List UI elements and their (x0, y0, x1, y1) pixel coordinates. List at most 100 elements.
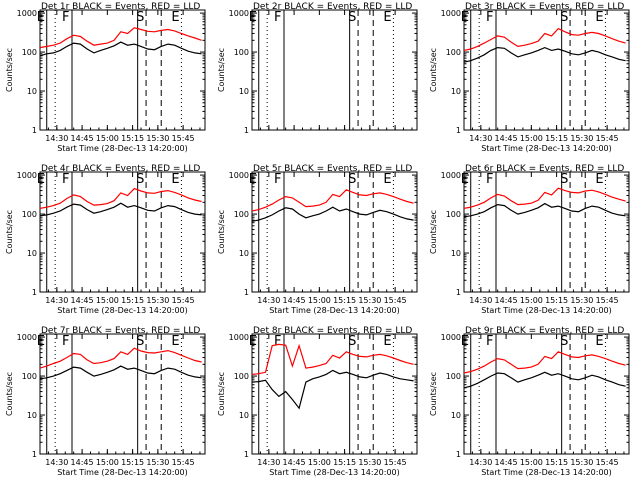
marker-label: E (171, 334, 179, 349)
events-series-line (39, 202, 202, 217)
x-tick-label: 14:30 (45, 134, 68, 143)
marker-label: S (348, 10, 356, 25)
marker-label: E (171, 172, 179, 187)
x-tick-label: 15:15 (121, 458, 144, 467)
y-tick-label: 10 (27, 87, 37, 96)
x-tick-label: 15:45 (172, 296, 195, 305)
plot-frame (39, 171, 206, 293)
y-tick-label: 100 (446, 210, 461, 219)
y-tick-label: 1000 (229, 333, 249, 342)
marker-label: S (348, 334, 356, 349)
plot-frame (39, 9, 206, 131)
x-tick-label: 15:30 (146, 134, 169, 143)
x-tick-label: 14:45 (283, 296, 306, 305)
y-axis-label: Counts/sec (5, 210, 14, 254)
marker-label: F (486, 172, 493, 187)
x-tick-label: 15:00 (96, 296, 119, 305)
x-tick-label: 14:45 (495, 296, 518, 305)
y-axis-label: Counts/sec (217, 210, 226, 254)
events-series-line (251, 369, 414, 410)
x-tick-label: 15:45 (172, 134, 195, 143)
marker-label: S (560, 334, 568, 349)
x-tick-label: 15:00 (520, 458, 543, 467)
marker-label: S (136, 172, 144, 187)
y-axis-label: Counts/sec (5, 372, 14, 416)
y-tick-label: 10 (451, 87, 461, 96)
panel-title: Det 1r BLACK = Events, RED = LLD (41, 2, 200, 12)
y-tick-label: 1000 (441, 9, 461, 18)
x-tick-label: 15:45 (596, 458, 619, 467)
y-tick-label: 1000 (441, 333, 461, 342)
y-tick-label: 100 (234, 48, 249, 57)
marker-label: E (595, 172, 603, 187)
plot-frame (251, 9, 418, 131)
x-tick-label: 14:45 (495, 134, 518, 143)
x-axis-label: Start Time (28-Dec-13 14:20:00) (57, 468, 188, 477)
x-tick-label: 15:30 (146, 296, 169, 305)
marker-label: F (62, 334, 69, 349)
x-tick-label: 15:15 (545, 296, 568, 305)
y-tick-label: 100 (22, 372, 37, 381)
y-tick-label: 10 (27, 411, 37, 420)
x-tick-label: 14:30 (45, 296, 68, 305)
plot-frame (463, 333, 630, 455)
x-tick-label: 15:45 (172, 458, 195, 467)
x-axis-label: Start Time (28-Dec-13 14:20:00) (269, 468, 400, 477)
x-tick-label: 15:30 (358, 296, 381, 305)
panel-det-4r: Det 4r BLACK = Events, RED = LLD 1 10 100 10… (5, 164, 206, 315)
x-tick-label: 14:30 (257, 296, 280, 305)
y-tick-label: 1 (32, 288, 37, 297)
x-tick-label: 15:15 (121, 296, 144, 305)
marker-label: F (274, 334, 281, 349)
y-tick-label: 1000 (229, 171, 249, 180)
y-tick-label: 10 (239, 87, 249, 96)
y-tick-label: 100 (446, 372, 461, 381)
events-series-line (251, 206, 414, 222)
x-tick-label: 14:30 (469, 134, 492, 143)
panel-det-2r: Det 2r BLACK = Events, RED = LLD 1 10 100 10… (217, 2, 418, 135)
x-axis-label: Start Time (28-Dec-13 14:20:00) (57, 306, 188, 315)
marker-label: F (274, 10, 281, 25)
x-tick-label: 15:00 (96, 458, 119, 467)
x-tick-label: 15:00 (520, 296, 543, 305)
x-tick-label: 14:45 (71, 296, 94, 305)
y-axis-label: Counts/sec (429, 372, 438, 416)
y-tick-label: 1 (456, 450, 461, 459)
lld-series-line (251, 189, 414, 212)
y-axis-label: Counts/sec (217, 48, 226, 92)
y-tick-label: 1 (456, 126, 461, 135)
marker-label: E (383, 172, 391, 187)
x-tick-label: 15:30 (358, 458, 381, 467)
x-tick-label: 15:00 (520, 134, 543, 143)
lld-series-line (463, 27, 626, 51)
panel-title: Det 3r BLACK = Events, RED = LLD (465, 2, 624, 12)
y-axis-label: Counts/sec (217, 372, 226, 416)
marker-label: S (560, 10, 568, 25)
y-tick-label: 1000 (441, 171, 461, 180)
y-tick-label: 10 (239, 411, 249, 420)
x-tick-label: 14:45 (71, 458, 94, 467)
x-tick-label: 15:30 (146, 458, 169, 467)
marker-label: E (595, 10, 603, 25)
x-axis-label: Start Time (28-Dec-13 14:20:00) (481, 144, 612, 153)
panel-title: Det 6r BLACK = Events, RED = LLD (465, 164, 624, 174)
marker-label: S (136, 334, 144, 349)
y-tick-label: 1 (244, 126, 249, 135)
panel-title: Det 7r BLACK = Events, RED = LLD (41, 326, 200, 336)
marker-label: F (62, 172, 69, 187)
y-axis-label: Counts/sec (429, 48, 438, 92)
lld-series-line (39, 347, 202, 369)
x-tick-label: 15:30 (570, 134, 593, 143)
x-axis-label: Start Time (28-Dec-13 14:20:00) (481, 306, 612, 315)
x-tick-label: 15:45 (384, 458, 407, 467)
x-tick-label: 15:00 (308, 458, 331, 467)
x-axis-label: Start Time (28-Dec-13 14:20:00) (57, 144, 188, 153)
y-tick-label: 10 (451, 411, 461, 420)
y-tick-label: 1000 (229, 9, 249, 18)
y-tick-label: 1 (244, 288, 249, 297)
marker-label: E (383, 334, 391, 349)
x-tick-label: 15:00 (308, 296, 331, 305)
panel-det-9r: Det 9r BLACK = Events, RED = LLD 1 10 100 10… (429, 326, 630, 477)
y-tick-label: 1000 (17, 9, 37, 18)
